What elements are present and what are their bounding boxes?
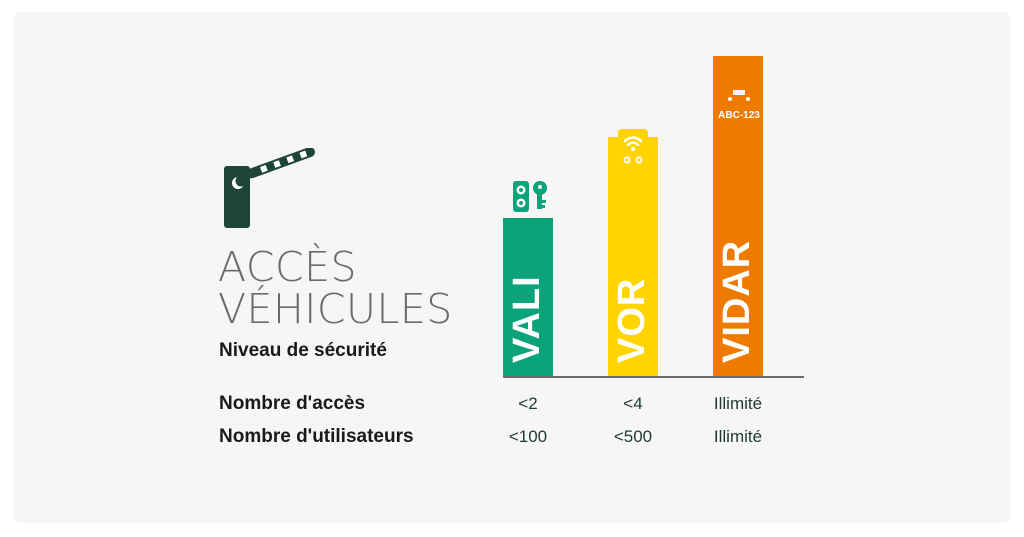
title-line-2: VÉHICULES [218, 285, 453, 333]
cell-utilisateurs-vidar: Illimité [713, 427, 763, 446]
cell-acces-vidar: Illimité [713, 394, 763, 413]
bar-vor [608, 137, 658, 377]
remote-key-icon [513, 181, 547, 212]
bar-vali [503, 218, 553, 377]
row-label-acces: Nombre d'accès [219, 393, 366, 414]
cell-acces-vor: <4 [623, 394, 643, 413]
plate-text: ABC-123 [718, 110, 760, 121]
bar-label-vali: VALI [506, 275, 548, 363]
wireless-remote-icon [618, 129, 648, 169]
bar-label-vor: VOR [611, 277, 653, 363]
barrier-gate-icon [224, 148, 315, 228]
title-line-1: ACCÈS [218, 243, 358, 291]
cell-utilisateurs-vali: <100 [508, 427, 548, 446]
cell-acces-vali: <2 [518, 394, 538, 413]
x-axis-line [503, 376, 804, 378]
car-plate-icon [715, 88, 763, 126]
subtitle: Niveau de sécurité [219, 340, 387, 361]
row-label-utilisateurs: Nombre d'utilisateurs [219, 426, 414, 447]
bar-label-vidar: VIDAR [716, 239, 758, 363]
cell-utilisateurs-vor: <500 [613, 427, 653, 446]
